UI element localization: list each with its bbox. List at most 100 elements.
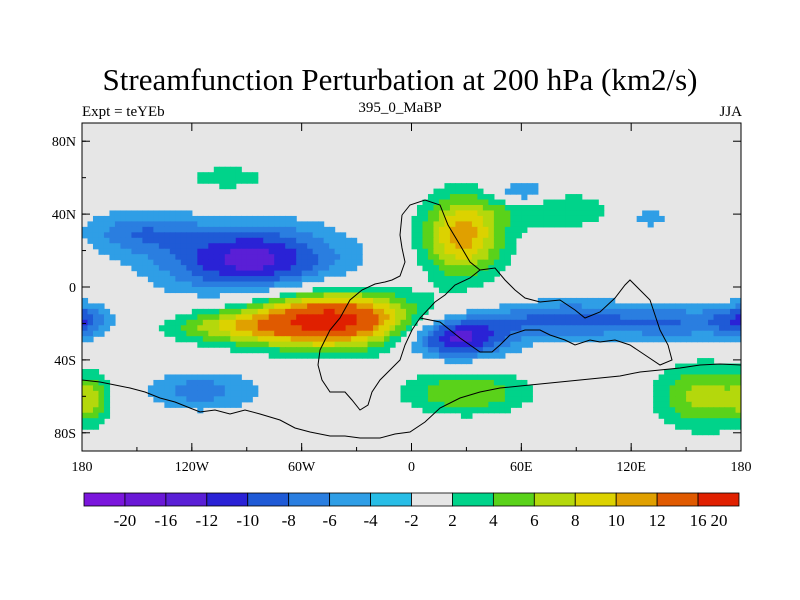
run-label: 395_0_MaBP bbox=[358, 100, 442, 116]
contour-cell bbox=[268, 215, 275, 222]
contour-cell bbox=[406, 379, 413, 386]
contour-cell bbox=[175, 265, 182, 272]
contour-cell bbox=[449, 221, 457, 228]
contour-cell bbox=[587, 199, 594, 206]
contour-cell bbox=[158, 265, 165, 272]
contour-cell bbox=[164, 385, 171, 392]
contour-cell bbox=[526, 215, 533, 222]
contour-cell bbox=[570, 325, 577, 332]
contour-cell bbox=[318, 237, 325, 244]
contour-cell bbox=[169, 210, 176, 217]
contour-cell bbox=[427, 379, 435, 386]
contour-cell bbox=[548, 330, 555, 337]
contour-cell bbox=[675, 396, 682, 403]
contour-cell bbox=[268, 221, 275, 228]
contour-cell bbox=[482, 374, 489, 381]
contour-cell bbox=[153, 390, 160, 397]
contour-cell bbox=[460, 341, 468, 348]
contour-cell bbox=[345, 319, 352, 326]
contour-cell bbox=[504, 237, 511, 244]
contour-cell bbox=[438, 390, 446, 397]
contour-cell bbox=[603, 319, 610, 326]
contour-cell bbox=[724, 418, 731, 425]
contour-cell bbox=[180, 254, 187, 261]
contour-cell bbox=[197, 281, 204, 288]
contour-cell bbox=[318, 287, 325, 294]
contour-cell bbox=[131, 215, 138, 222]
contour-cell bbox=[416, 243, 424, 250]
contour-cell bbox=[466, 281, 473, 288]
contour-cell bbox=[98, 319, 105, 326]
contour-cell bbox=[449, 232, 457, 239]
contour-cell bbox=[719, 308, 726, 315]
contour-cell bbox=[433, 341, 440, 348]
contour-cell bbox=[219, 183, 226, 190]
contour-cell bbox=[340, 341, 347, 348]
contour-cell bbox=[647, 319, 654, 326]
contour-cell bbox=[318, 352, 325, 359]
contour-cell bbox=[136, 232, 144, 239]
contour-cell bbox=[235, 248, 242, 255]
colorbar-label: -10 bbox=[236, 511, 259, 530]
contour-cell bbox=[614, 336, 621, 343]
contour-cell bbox=[460, 243, 468, 250]
contour-cell bbox=[301, 352, 308, 359]
contour-cell bbox=[318, 308, 325, 315]
contour-cell bbox=[197, 287, 204, 294]
contour-cell bbox=[466, 396, 473, 403]
contour-cell bbox=[438, 379, 446, 386]
contour-cell bbox=[252, 172, 259, 179]
contour-cell bbox=[669, 418, 676, 425]
contour-cell bbox=[103, 407, 111, 414]
contour-cell bbox=[230, 308, 237, 315]
contour-cell bbox=[449, 265, 457, 272]
colorbar-swatch bbox=[83, 492, 126, 507]
contour-cell bbox=[406, 287, 413, 294]
contour-cell bbox=[235, 172, 242, 179]
contour-cell bbox=[411, 401, 418, 408]
contour-cell bbox=[334, 292, 341, 299]
contour-cell bbox=[482, 308, 489, 315]
contour-cell bbox=[389, 336, 396, 343]
contour-cell bbox=[576, 205, 583, 212]
contour-cell bbox=[400, 325, 407, 332]
contour-cell bbox=[103, 314, 111, 321]
contour-cell bbox=[411, 215, 418, 222]
contour-cell bbox=[675, 308, 682, 315]
contour-cell bbox=[125, 215, 133, 222]
contour-cell bbox=[378, 341, 385, 348]
contour-cell bbox=[493, 232, 500, 239]
contour-cell bbox=[719, 412, 726, 419]
contour-cell bbox=[471, 254, 478, 261]
contour-cell bbox=[235, 232, 242, 239]
contour-cell bbox=[466, 308, 473, 315]
contour-cell bbox=[455, 341, 462, 348]
contour-cell bbox=[719, 401, 726, 408]
contour-cell bbox=[323, 243, 330, 250]
contour-cell bbox=[147, 243, 154, 250]
contour-cell bbox=[515, 341, 522, 348]
contour-cell bbox=[702, 303, 709, 310]
contour-cell bbox=[235, 341, 242, 348]
contour-cell bbox=[164, 330, 171, 337]
contour-cell bbox=[345, 341, 352, 348]
contour-cell bbox=[669, 379, 676, 386]
contour-cell bbox=[730, 390, 737, 397]
contour-cell bbox=[213, 401, 220, 408]
contour-cell bbox=[323, 265, 330, 272]
contour-cell bbox=[334, 232, 341, 239]
contour-cell bbox=[191, 265, 198, 272]
contour-cell bbox=[636, 215, 643, 222]
contour-cell bbox=[609, 308, 616, 315]
contour-cell bbox=[444, 358, 451, 365]
contour-cell bbox=[449, 287, 457, 294]
contour-cell bbox=[449, 407, 457, 414]
contour-cell bbox=[318, 330, 325, 337]
contour-cell bbox=[427, 221, 435, 228]
contour-cell bbox=[87, 418, 94, 425]
contour-cell bbox=[230, 314, 237, 321]
contour-cell bbox=[713, 407, 720, 414]
contour-cell bbox=[499, 308, 506, 315]
colorbar-swatch bbox=[452, 492, 494, 507]
contour-cell bbox=[98, 418, 105, 425]
